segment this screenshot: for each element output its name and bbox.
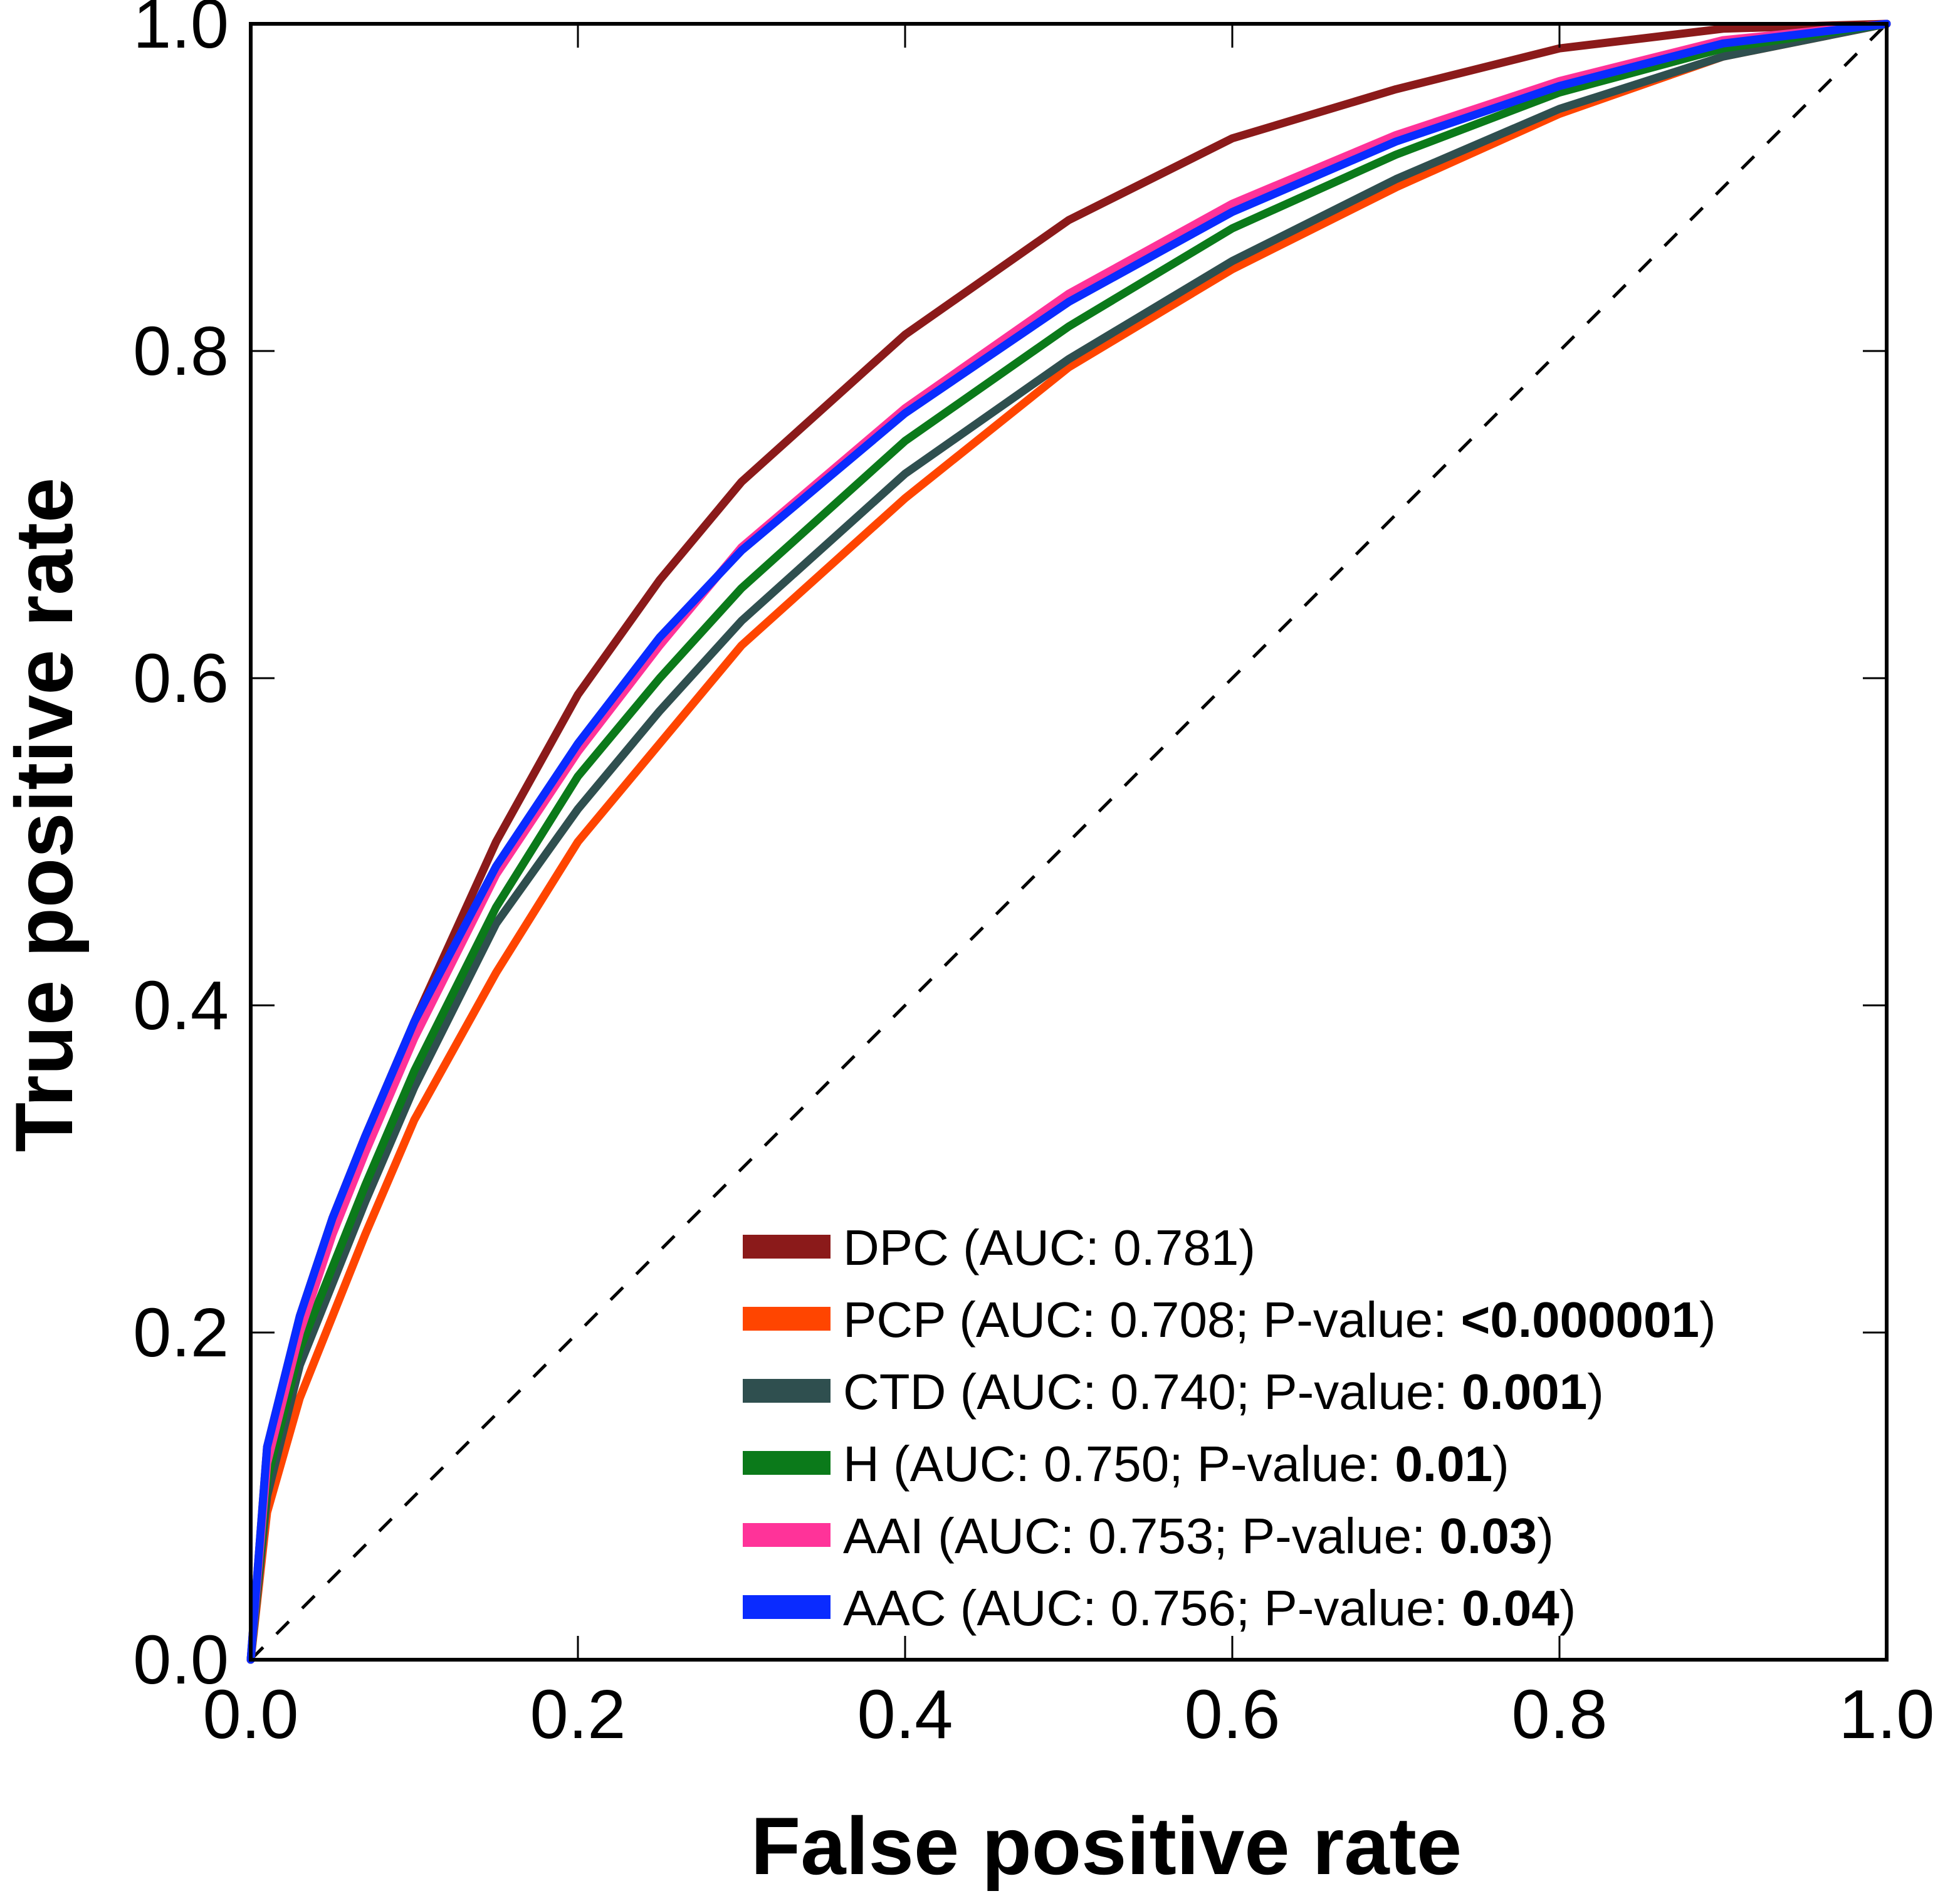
tick-layer: 0.0 0.2 0.4 0.6 0.8 1.0 0.0 0.2 0.4 0.6 0.8 1.0 [133,0,1934,1753]
legend-swatch [743,1595,831,1619]
y-tick-label: 0.8 [133,313,229,390]
legend-swatch [743,1307,831,1331]
legend-label: AAI (AUC: 0.753; P-value: 0.03) [843,1508,1554,1564]
y-tick-label: 0.4 [133,967,229,1044]
legend-label: PCP (AUC: 0.708; P-value: <0.000001) [843,1292,1716,1348]
series-line-h [246,19,1891,1664]
legend-label: AAC (AUC: 0.756; P-value: 0.04) [843,1580,1576,1636]
series-line-aai [246,19,1891,1664]
y-axis-title: True positive rate [0,478,90,1153]
legend-item-ctd: CTD (AUC: 0.740; P-value: 0.001) [743,1364,1604,1420]
diagonal-layer [249,23,1888,1661]
legend-swatch [743,1235,831,1259]
series-line-pcp [246,19,1891,1664]
y-tick-label: 1.0 [133,0,229,63]
series-line-ctd [246,19,1891,1664]
y-tick-label: 0.6 [133,640,229,717]
series-layer [246,19,1891,1664]
x-tick-label: 0.8 [1512,1676,1608,1753]
legend: DPC (AUC: 0.781) PCP (AUC: 0.708; P-value… [743,1220,1716,1636]
legend-label: H (AUC: 0.750; P-value: 0.01) [843,1436,1509,1492]
x-tick-label: 0.4 [857,1676,953,1753]
legend-label: CTD (AUC: 0.740; P-value: 0.001) [843,1364,1604,1420]
legend-item-pcp: PCP (AUC: 0.708; P-value: <0.000001) [743,1292,1716,1348]
x-tick-label: 1.0 [1839,1676,1935,1753]
legend-item-aai: AAI (AUC: 0.753; P-value: 0.03) [743,1508,1554,1564]
y-tick-label: 0.2 [133,1294,229,1371]
legend-item-h: H (AUC: 0.750; P-value: 0.01) [743,1436,1509,1492]
x-tick-label: 0.6 [1185,1676,1281,1753]
legend-swatch [743,1523,831,1547]
y-tick-label: 0.0 [133,1621,229,1699]
x-tick-label: 0.0 [203,1676,299,1753]
plot-frame [249,22,1889,1662]
series-line-aac [246,19,1891,1664]
diagonal-chance-line [249,23,1888,1661]
x-tick-label: 0.2 [530,1676,626,1753]
legend-item-aac: AAC (AUC: 0.756; P-value: 0.04) [743,1580,1576,1636]
legend-item-dpc: DPC (AUC: 0.781) [743,1220,1255,1275]
legend-label: DPC (AUC: 0.781) [843,1220,1255,1275]
x-axis-title: False positive rate [751,1800,1462,1892]
legend-swatch [743,1379,831,1403]
legend-swatch [743,1451,831,1475]
